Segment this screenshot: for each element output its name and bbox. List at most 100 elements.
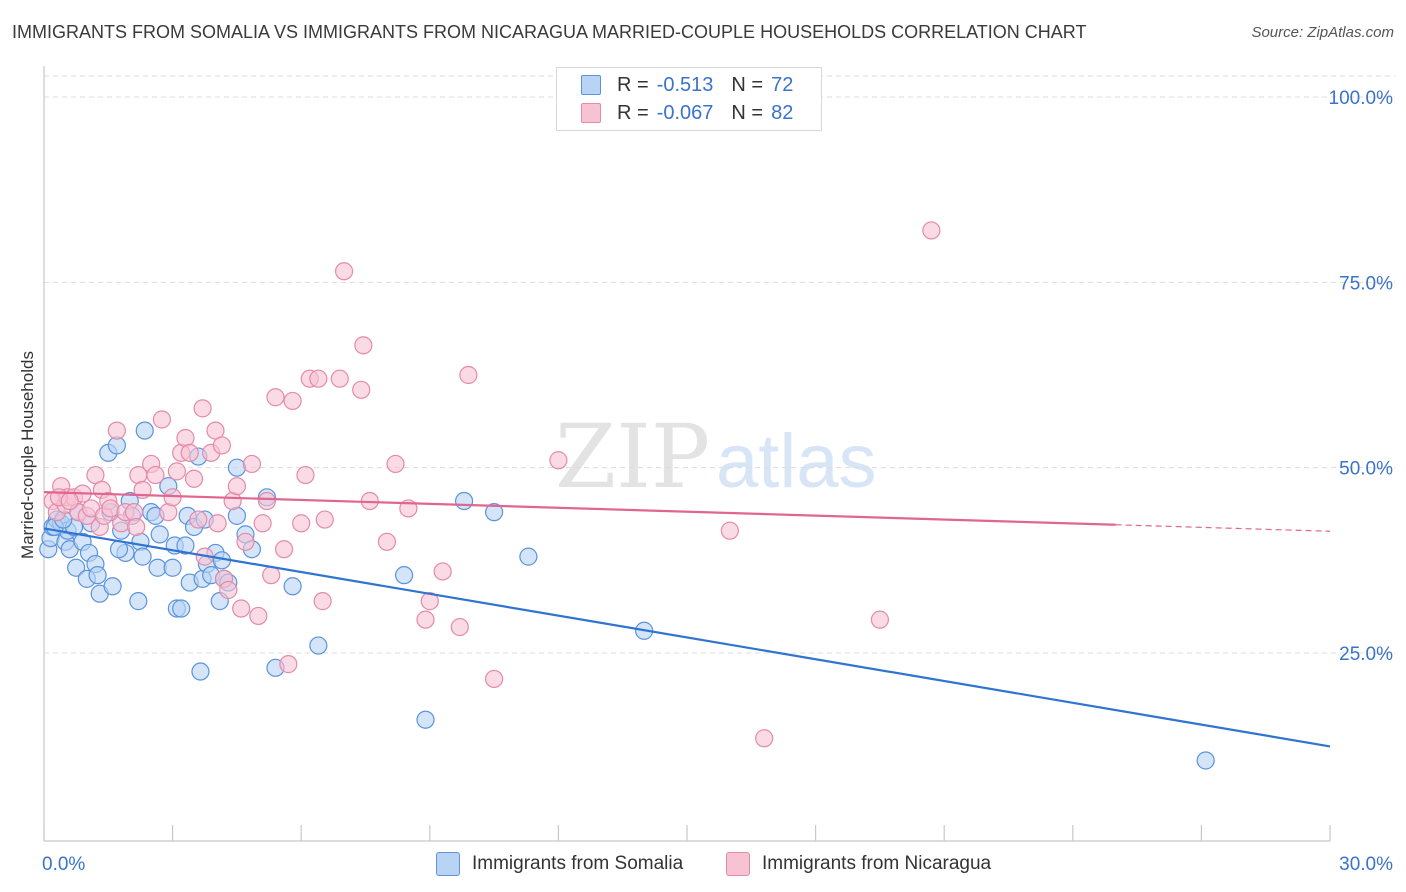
nicaragua-point — [219, 580, 238, 600]
nicaragua-point — [283, 391, 302, 411]
nicaragua-point — [152, 410, 171, 429]
bottom-legend-nicaragua: Immigrants from Nicaragua — [726, 852, 991, 876]
nicaragua-point — [107, 421, 126, 440]
somalia-point — [309, 636, 328, 655]
somalia-point — [416, 710, 435, 729]
nicaragua-point — [274, 540, 294, 559]
nicaragua-point — [124, 503, 144, 522]
nicaragua-point — [870, 610, 890, 629]
somalia-legend-label: Immigrants from Somalia — [472, 853, 684, 874]
nicaragua-point — [352, 380, 371, 399]
nicaragua-point — [127, 517, 146, 537]
somalia-r-value: -0.513 — [656, 73, 714, 96]
somalia-point — [519, 547, 538, 566]
y-axis-label: Married-couple Households — [18, 351, 37, 559]
somalia-point — [133, 547, 152, 566]
nicaragua-point — [60, 491, 79, 511]
nicaragua-point — [227, 477, 246, 496]
somalia-trend-line — [43, 527, 1331, 748]
y-tick-label: 50.0% — [1339, 459, 1393, 480]
nicaragua-point — [416, 610, 435, 629]
nicaragua-point — [242, 454, 262, 474]
nicaragua-point — [184, 469, 204, 488]
nicaragua-point — [377, 532, 397, 551]
nicaragua-legend-label: Immigrants from Nicaragua — [762, 853, 992, 874]
nicaragua-point — [146, 465, 165, 485]
nicaragua-point — [309, 369, 328, 388]
zipatlas-watermark: ZIP atlas — [555, 405, 877, 508]
nicaragua-trend-extension — [1115, 524, 1331, 532]
correlation-legend: R = -0.513 N = 72 R = -0.067 N = 82 — [556, 67, 822, 131]
nicaragua-point — [313, 592, 332, 611]
legend-row-somalia: R = -0.513 N = 72 — [581, 72, 793, 98]
nicaragua-point — [189, 510, 208, 529]
somalia-point — [163, 558, 182, 577]
chart-title: IMMIGRANTS FROM SOMALIA VS IMMIGRANTS FR… — [12, 22, 1087, 42]
somalia-point — [129, 592, 148, 611]
somalia-point — [176, 536, 195, 555]
legend-row-nicaragua: R = -0.067 N = 82 — [581, 100, 793, 126]
somalia-point — [103, 577, 122, 596]
nicaragua-point — [101, 499, 120, 518]
nicaragua-point — [212, 436, 231, 455]
somalia-swatch — [581, 75, 601, 95]
nicaragua-swatch — [581, 103, 601, 123]
nicaragua-point — [459, 365, 478, 385]
nicaragua-trend-line — [43, 491, 1116, 526]
nicaragua-point — [315, 510, 334, 529]
nicaragua-n-value: 82 — [771, 101, 794, 124]
y-tick-label: 75.0% — [1339, 273, 1393, 294]
somalia-point — [1196, 751, 1215, 770]
n-label: N = — [731, 101, 764, 124]
nicaragua-point — [266, 388, 285, 407]
y-tick-label: 25.0% — [1339, 644, 1393, 665]
nicaragua-point — [208, 514, 227, 533]
bottom-legend-somalia: Immigrants from Somalia — [436, 852, 683, 876]
somalia-point — [88, 566, 107, 585]
somalia-point — [135, 421, 154, 440]
somalia-point — [394, 566, 414, 585]
somalia-point — [172, 599, 191, 618]
nicaragua-point — [433, 562, 452, 581]
nicaragua-point — [485, 669, 504, 689]
watermark-atlas: atlas — [716, 419, 877, 504]
nicaragua-point — [193, 399, 212, 418]
somalia-point — [67, 558, 86, 577]
somalia-point — [485, 503, 504, 522]
watermark-zip: ZIP — [555, 405, 710, 508]
nicaragua-point — [922, 221, 941, 240]
nicaragua-point — [720, 521, 739, 540]
nicaragua-point — [167, 462, 186, 481]
nicaragua-point — [180, 443, 199, 462]
nicaragua-point — [292, 514, 311, 533]
nicaragua-legend-swatch — [726, 852, 750, 876]
nicaragua-point — [279, 655, 298, 674]
nicaragua-point — [253, 514, 272, 533]
r-label: R = — [617, 101, 649, 124]
nicaragua-point — [330, 369, 349, 388]
r-label: R = — [617, 73, 649, 96]
source-note: Source: ZipAtlas.com — [1251, 24, 1394, 41]
nicaragua-point — [232, 599, 251, 618]
nicaragua-point — [420, 592, 439, 611]
nicaragua-point — [334, 262, 354, 281]
nicaragua-point — [386, 454, 405, 474]
nicaragua-point — [354, 336, 373, 355]
nicaragua-point — [262, 566, 281, 585]
n-label: N = — [731, 73, 764, 96]
somalia-legend-swatch — [436, 852, 460, 876]
somalia-point — [283, 577, 302, 596]
x-tick-label: 30.0% — [1339, 854, 1393, 875]
somalia-point — [150, 525, 169, 544]
x-tick-label: 0.0% — [42, 854, 85, 875]
nicaragua-point — [549, 451, 568, 470]
nicaragua-point — [755, 729, 774, 748]
somalia-point — [454, 491, 474, 511]
somalia-point — [227, 458, 246, 477]
nicaragua-point — [257, 491, 277, 511]
y-tick-label: 100.0% — [1329, 88, 1394, 109]
nicaragua-point — [249, 606, 268, 626]
somalia-n-value: 72 — [771, 73, 794, 96]
nicaragua-point — [296, 465, 315, 485]
